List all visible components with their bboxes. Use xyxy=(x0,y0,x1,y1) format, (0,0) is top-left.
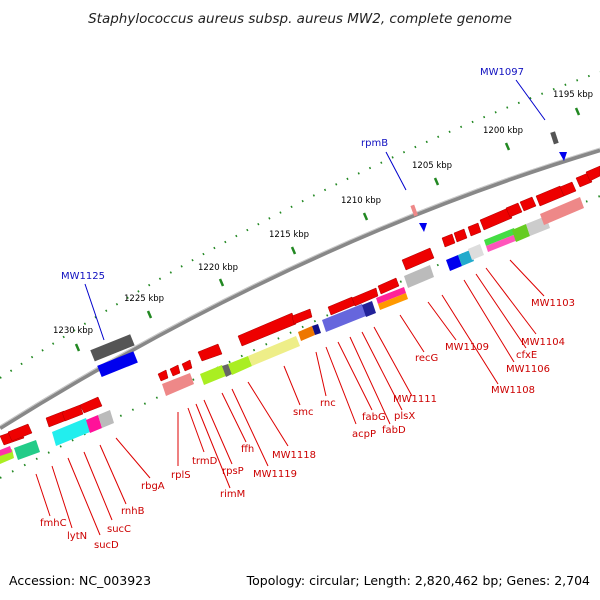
gene-label-cfxe: cfxE xyxy=(516,350,537,361)
gene-arrows-upper xyxy=(0,165,600,446)
gene-label-succ: sucC xyxy=(107,524,131,535)
genome-backbone xyxy=(0,147,600,430)
feature-rpmb xyxy=(410,204,418,217)
gene-label-fabd: fabD xyxy=(382,425,406,436)
gene-label-rbga: rbgA xyxy=(141,481,165,492)
feature-blocks-lower xyxy=(0,197,584,464)
gene-label-sucd: sucD xyxy=(94,540,119,551)
genome-summary-text: Topology: circular; Length: 2,820,462 bp… xyxy=(246,573,590,588)
ruler-label-1210: 1210 kbp xyxy=(341,196,381,206)
gene-label-acpp: acpP xyxy=(352,429,376,440)
gene-label-rpls: rplS xyxy=(171,470,191,481)
gene-label-mw1118: MW1118 xyxy=(272,450,316,461)
feature-mw1097 xyxy=(550,131,559,145)
gene-label-mw1103: MW1103 xyxy=(531,298,575,309)
gene-label-rpsp: rpsP xyxy=(222,466,244,477)
genome-backbone-highlight xyxy=(0,147,600,427)
gene-label-fabg: fabG xyxy=(362,412,386,423)
gene-label-fmhc: fmhC xyxy=(40,518,67,529)
callout-rpmb: rpmB xyxy=(361,138,388,149)
ruler-label-1200: 1200 kbp xyxy=(483,126,523,136)
gene-label-ffh: ffh xyxy=(241,444,254,455)
top-callouts xyxy=(84,79,546,341)
gene-label-rnc: rnc xyxy=(320,398,336,409)
bottom-callout-lines xyxy=(35,259,545,536)
gene-label-mw1109: MW1109 xyxy=(445,342,489,353)
gene-label-plsx: plsX xyxy=(394,411,415,422)
outer-ruler-track xyxy=(0,71,600,379)
major-ticks xyxy=(74,107,581,352)
gene-label-mw1108: MW1108 xyxy=(491,385,535,396)
gene-label-lytn: lytN xyxy=(67,531,87,542)
gene-label-mw1106: MW1106 xyxy=(506,364,550,375)
ruler-label-1220: 1220 kbp xyxy=(198,263,238,273)
gene-label-trmd: trmD xyxy=(192,456,218,467)
ruler-label-1195: 1195 kbp xyxy=(553,90,593,100)
gene-label-rnhb: rnhB xyxy=(121,506,145,517)
accession-text: Accession: NC_003923 xyxy=(9,573,152,588)
rpmb-direction-icon xyxy=(419,223,427,232)
ruler-label-1205: 1205 kbp xyxy=(412,161,452,171)
gene-label-mw1104: MW1104 xyxy=(521,337,565,348)
ruler-label-1230: 1230 kbp xyxy=(53,326,93,336)
callout-mw1097: MW1097 xyxy=(480,67,524,78)
feature-mw1125 xyxy=(90,334,138,378)
callout-mw1125: MW1125 xyxy=(61,271,105,282)
gene-label-recg: recG xyxy=(415,353,438,364)
gene-label-smc: smc xyxy=(293,407,313,418)
gene-label-mw1119: MW1119 xyxy=(253,469,297,480)
gene-label-rimm: rimM xyxy=(220,489,245,500)
figure-title: Staphylococcus aureus subsp. aureus MW2,… xyxy=(88,11,512,27)
ruler-label-1225: 1225 kbp xyxy=(124,294,164,304)
ruler-label-1215: 1215 kbp xyxy=(269,230,309,240)
gene-label-mw1111: MW1111 xyxy=(393,394,437,405)
mw1097-direction-icon xyxy=(559,152,567,161)
